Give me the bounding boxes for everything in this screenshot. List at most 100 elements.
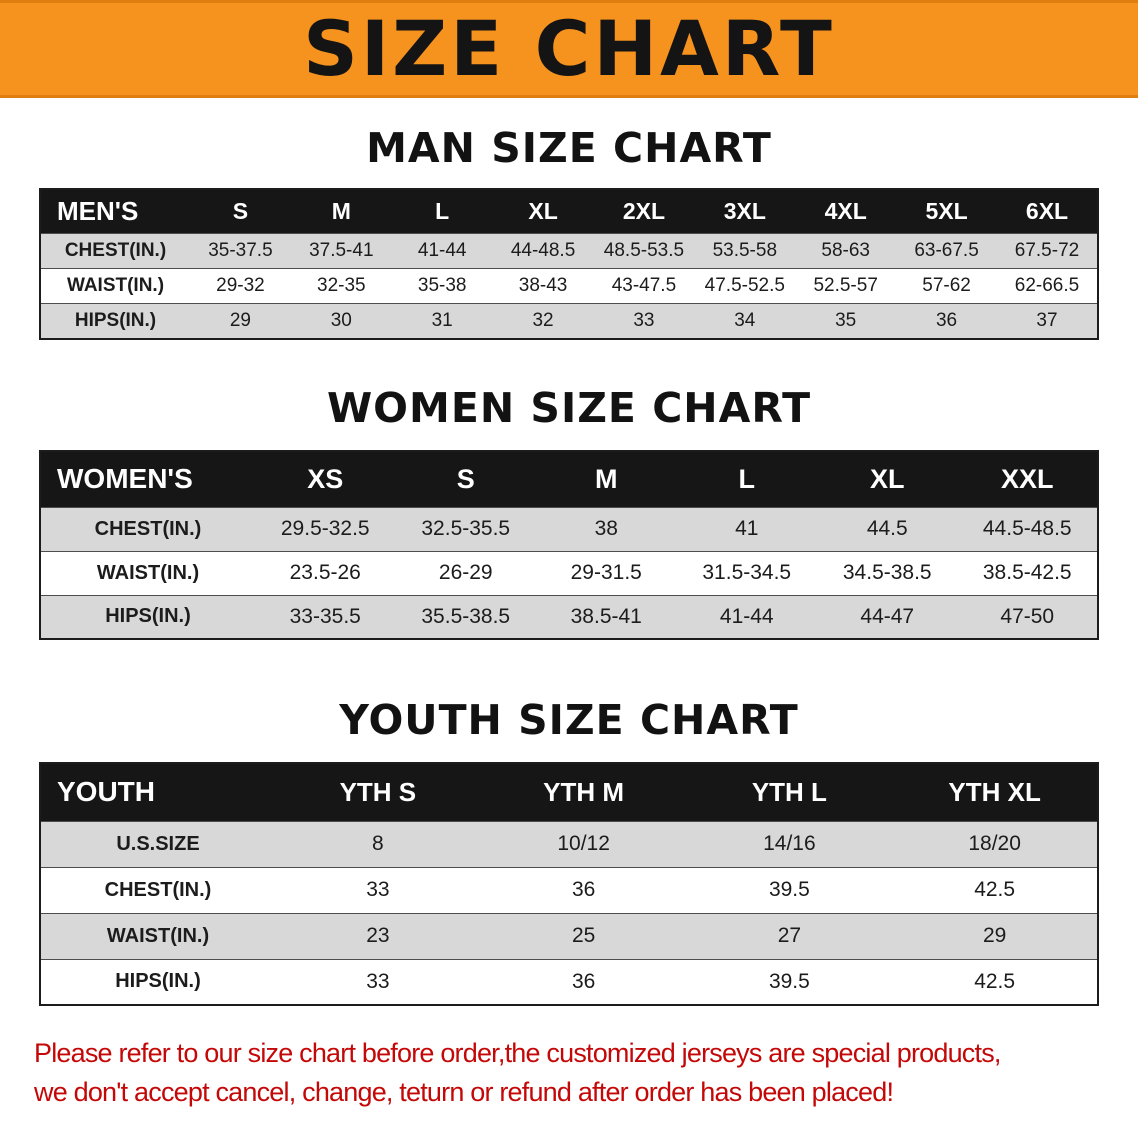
size-value-cell: 23.5-26 xyxy=(255,550,396,595)
size-value-cell: 32-35 xyxy=(290,268,392,304)
table-header-row: WOMEN'S XS S M L XL XXL xyxy=(40,451,1098,507)
note-line-2: we don't accept cancel, change, teturn o… xyxy=(34,1077,894,1108)
men-size-table: MEN'S S M L XL 2XL 3XL 4XL 5XL 6XL CHEST(IN.) 35-37… xyxy=(39,188,1099,340)
size-value-cell: 34.5-38.5 xyxy=(817,550,958,595)
table-row: HIPS(IN.) 29 30 31 32 33 34 35 36 37 xyxy=(40,303,1098,339)
size-value-cell: 33 xyxy=(593,303,695,339)
table-row: HIPS(IN.) 33-35.5 35.5-38.5 38.5-41 41-44 44-… xyxy=(40,594,1098,639)
size-column-header: 5XL xyxy=(896,189,997,234)
note-line-1: Please refer to our size chart before or… xyxy=(34,1038,1001,1068)
size-column-header: 2XL xyxy=(593,189,695,234)
size-column-header: S xyxy=(190,189,291,234)
size-value-cell: 29 xyxy=(190,303,291,339)
page-title: SIZE CHART xyxy=(303,4,835,93)
women-size-table: WOMEN'S XS S M L XL XXL CHEST(IN.) 29.5-32.5 32.5… xyxy=(39,450,1099,640)
measurement-label-cell: HIPS(IN.) xyxy=(40,594,255,639)
size-value-cell: 38.5-41 xyxy=(536,594,677,639)
women-size-section: WOMEN SIZE CHART WOMEN'S XS S M L XL XXL CHEST(… xyxy=(0,384,1138,640)
youth-size-section: YOUTH SIZE CHART YOUTH YTH S YTH M YTH L YTH… xyxy=(0,696,1138,1006)
size-value-cell: 57-62 xyxy=(896,268,997,304)
size-column-header: 4XL xyxy=(795,189,897,234)
size-value-cell: 44-47 xyxy=(817,594,958,639)
size-value-cell: 18/20 xyxy=(892,820,1098,867)
size-value-cell: 38 xyxy=(536,506,677,551)
table-row: WAIST(IN.) 23 25 27 29 xyxy=(40,912,1098,959)
measurement-label-cell: CHEST(IN.) xyxy=(40,233,190,269)
table-title-cell: MEN'S xyxy=(40,189,190,234)
measurement-label-cell: U.S.SIZE xyxy=(40,820,275,867)
size-value-cell: 41-44 xyxy=(391,233,493,269)
size-value-cell: 33 xyxy=(275,866,481,913)
size-value-cell: 32 xyxy=(492,303,594,339)
measurement-label-cell: CHEST(IN.) xyxy=(40,506,255,551)
size-value-cell: 67.5-72 xyxy=(997,233,1098,269)
size-value-cell: 39.5 xyxy=(686,958,893,1005)
size-value-cell: 36 xyxy=(480,866,687,913)
size-chart-banner: SIZE CHART xyxy=(0,0,1138,98)
table-row: CHEST(IN.) 33 36 39.5 42.5 xyxy=(40,866,1098,913)
table-header-row: MEN'S S M L XL 2XL 3XL 4XL 5XL 6XL xyxy=(40,189,1098,234)
size-value-cell: 53.5-58 xyxy=(694,233,796,269)
size-column-header: L xyxy=(391,189,493,234)
table-header-row: YOUTH YTH S YTH M YTH L YTH XL xyxy=(40,763,1098,821)
size-column-header: XS xyxy=(255,451,396,507)
table-title-cell: WOMEN'S xyxy=(40,451,255,507)
size-value-cell: 36 xyxy=(896,303,997,339)
size-column-header: 6XL xyxy=(997,189,1098,234)
table-row: WAIST(IN.) 23.5-26 26-29 29-31.5 31.5-34.5 34… xyxy=(40,550,1098,595)
size-value-cell: 39.5 xyxy=(686,866,893,913)
measurement-label-cell: CHEST(IN.) xyxy=(40,866,275,913)
women-section-heading: WOMEN SIZE CHART xyxy=(326,384,812,432)
size-value-cell: 34 xyxy=(694,303,796,339)
size-column-header: S xyxy=(395,451,536,507)
youth-section-heading: YOUTH SIZE CHART xyxy=(339,696,799,744)
size-column-header: M xyxy=(536,451,677,507)
size-value-cell: 47.5-52.5 xyxy=(694,268,796,304)
size-value-cell: 58-63 xyxy=(795,233,897,269)
size-value-cell: 33-35.5 xyxy=(255,594,396,639)
size-value-cell: 44.5 xyxy=(817,506,958,551)
youth-size-table: YOUTH YTH S YTH M YTH L YTH XL U.S.SIZE 8 10/12… xyxy=(39,762,1099,1006)
size-value-cell: 10/12 xyxy=(480,820,687,867)
size-column-header: YTH S xyxy=(275,763,481,821)
size-value-cell: 8 xyxy=(275,820,481,867)
size-value-cell: 29 xyxy=(892,912,1098,959)
size-value-cell: 29-32 xyxy=(190,268,291,304)
size-value-cell: 37 xyxy=(997,303,1098,339)
measurement-label-cell: WAIST(IN.) xyxy=(40,550,255,595)
size-value-cell: 42.5 xyxy=(892,958,1098,1005)
size-value-cell: 31.5-34.5 xyxy=(676,550,817,595)
size-value-cell: 48.5-53.5 xyxy=(593,233,695,269)
size-column-header: YTH XL xyxy=(892,763,1098,821)
size-value-cell: 43-47.5 xyxy=(593,268,695,304)
size-column-header: XL xyxy=(817,451,958,507)
size-value-cell: 31 xyxy=(391,303,493,339)
size-value-cell: 29.5-32.5 xyxy=(255,506,396,551)
size-column-header: XL xyxy=(492,189,594,234)
size-value-cell: 44-48.5 xyxy=(492,233,594,269)
size-column-header: 3XL xyxy=(694,189,796,234)
measurement-label-cell: WAIST(IN.) xyxy=(40,912,275,959)
size-value-cell: 35-38 xyxy=(391,268,493,304)
size-value-cell: 42.5 xyxy=(892,866,1098,913)
size-column-header: M xyxy=(290,189,392,234)
size-value-cell: 26-29 xyxy=(395,550,536,595)
table-row: HIPS(IN.) 33 36 39.5 42.5 xyxy=(40,958,1098,1005)
measurement-label-cell: HIPS(IN.) xyxy=(40,958,275,1005)
men-section-heading: MAN SIZE CHART xyxy=(366,124,772,172)
size-column-header: XXL xyxy=(957,451,1098,507)
size-column-header: YTH L xyxy=(686,763,893,821)
table-row: WAIST(IN.) 29-32 32-35 35-38 38-43 43-47.5 47.… xyxy=(40,268,1098,304)
size-value-cell: 23 xyxy=(275,912,481,959)
table-row: CHEST(IN.) 35-37.5 37.5-41 41-44 44-48.5 48.5… xyxy=(40,233,1098,269)
size-value-cell: 41 xyxy=(676,506,817,551)
size-value-cell: 35-37.5 xyxy=(190,233,291,269)
size-value-cell: 29-31.5 xyxy=(536,550,677,595)
size-value-cell: 62-66.5 xyxy=(997,268,1098,304)
size-value-cell: 35 xyxy=(795,303,897,339)
size-value-cell: 63-67.5 xyxy=(896,233,997,269)
size-value-cell: 27 xyxy=(686,912,893,959)
size-value-cell: 14/16 xyxy=(686,820,893,867)
size-value-cell: 38-43 xyxy=(492,268,594,304)
size-value-cell: 44.5-48.5 xyxy=(957,506,1098,551)
